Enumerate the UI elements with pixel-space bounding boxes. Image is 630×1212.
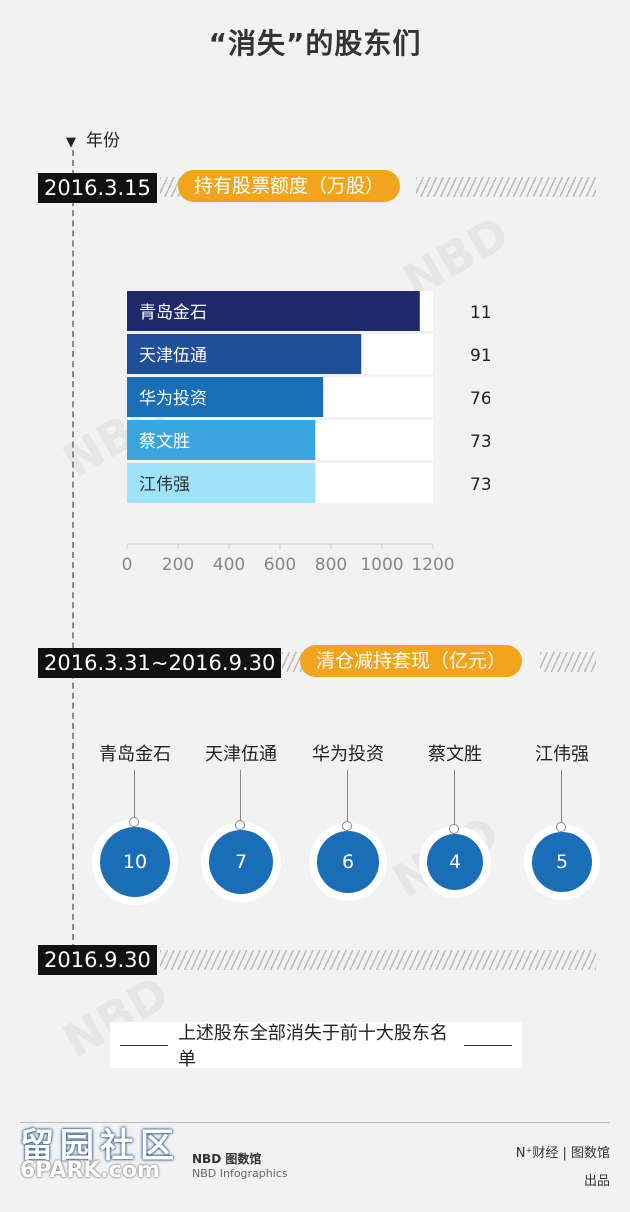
x-tick-label: 0 [122, 555, 133, 575]
bar-category-label: 天津伍通 [139, 346, 207, 366]
bar [127, 420, 316, 460]
hatch-decoration [282, 652, 302, 672]
bubble-connector-dot [556, 822, 566, 833]
bar-value-label: 918.58 [470, 346, 490, 366]
nbd-logo: NBD 图数馆 NBD Infographics [192, 1150, 288, 1180]
bubble-connector-dot [129, 817, 139, 827]
footer-divider [20, 1122, 610, 1123]
bubble-stem [561, 770, 562, 825]
bubble-stem [240, 770, 241, 822]
footnote-text: 上述股东全部消失于前十大股东名单 [177, 1023, 448, 1070]
footer-credit: N⁺财经 | 图数馆 出品 [516, 1140, 610, 1196]
bubble: 7 [208, 829, 274, 895]
bar [127, 463, 316, 503]
axis-label: ▼ 年份 [66, 126, 120, 151]
bubble: 4 [426, 833, 484, 891]
bubble-stem [134, 770, 135, 819]
bubble: 10 [100, 827, 170, 897]
bubble-category-label: 江伟强 [535, 744, 589, 765]
axis-label-text: 年份 [86, 131, 120, 151]
bar [127, 377, 324, 417]
nbd-logo-sub: NBD Infographics [192, 1167, 288, 1180]
bubble-category-label: 青岛金石 [99, 744, 171, 765]
bar-value-label: 738.48 [470, 475, 490, 495]
x-tick-label: 800 [315, 555, 347, 575]
x-tick-label: 600 [264, 555, 296, 575]
dash-decoration [120, 1044, 168, 1046]
bar-chart: 青岛金石 1148.22 天津伍通 918.58 华为投资 769.31 蔡文胜 738.50… [122, 291, 490, 575]
bar-value-label: 738.50 [470, 432, 490, 452]
site-url: 6PARK.com [20, 1158, 160, 1183]
site-logo: 留园社区 [20, 1126, 180, 1166]
bar-category-label: 青岛金石 [139, 303, 207, 323]
bubble-item: 华为投资 6 [298, 740, 398, 901]
section2-pill: 清仓减持套现（亿元） [300, 645, 523, 677]
bubble-connector-dot [342, 821, 352, 832]
bar [127, 334, 362, 374]
bubble-item: 青岛金石 10 [85, 740, 185, 905]
x-tick-label: 400 [213, 555, 245, 575]
bubble: 5 [532, 832, 592, 892]
credit-line-1: N⁺财经 | 图数馆 [515, 1146, 610, 1161]
credit-line-2: 出品 [583, 1174, 610, 1189]
date-marker-2: 2016.3.31~2016.9.30 [38, 648, 282, 678]
date-marker-3: 2016.9.30 [38, 945, 157, 975]
date-marker-1: 2016.3.15 [38, 173, 157, 203]
hatch-decoration [160, 177, 180, 197]
bar-category-label: 蔡文胜 [139, 432, 190, 452]
bar [127, 291, 420, 331]
bar-category-label: 江伟强 [139, 475, 190, 495]
bubble-item: 江伟强 5 [512, 740, 612, 900]
bubble-item: 天津伍通 7 [191, 740, 291, 903]
nbd-logo-text: NBD 图数馆 [192, 1152, 262, 1166]
bar-category-label: 华为投资 [139, 389, 207, 409]
x-tick-label: 200 [162, 555, 194, 575]
bubble-stem [454, 770, 455, 826]
bubble: 6 [317, 831, 379, 893]
bubble-category-label: 华为投资 [312, 744, 384, 765]
bubble-item: 蔡文胜 4 [405, 740, 505, 899]
x-tick-label: 1200 [411, 555, 454, 575]
footnote-box: 上述股东全部消失于前十大股东名单 [110, 1022, 522, 1070]
section1-pill: 持有股票额度（万股） [178, 170, 401, 202]
bubble-category-label: 蔡文胜 [428, 744, 482, 765]
hatch-decoration [416, 177, 596, 197]
bubble-stem [347, 770, 348, 824]
bubble-connector-dot [235, 819, 245, 830]
hatch-decoration [540, 652, 596, 672]
page-title: “消失”的股东们 [208, 27, 422, 60]
triangle-down-icon: ▼ [66, 135, 76, 150]
x-tick-label: 1000 [360, 555, 403, 575]
bar-value-label: 769.31 [470, 389, 490, 409]
bubble-category-label: 天津伍通 [205, 744, 277, 765]
dash-decoration [464, 1044, 512, 1046]
bar-value-label: 1148.22 [470, 303, 490, 323]
timeline-axis [72, 150, 74, 950]
bubble-connector-dot [449, 823, 459, 834]
hatch-decoration [160, 950, 596, 970]
